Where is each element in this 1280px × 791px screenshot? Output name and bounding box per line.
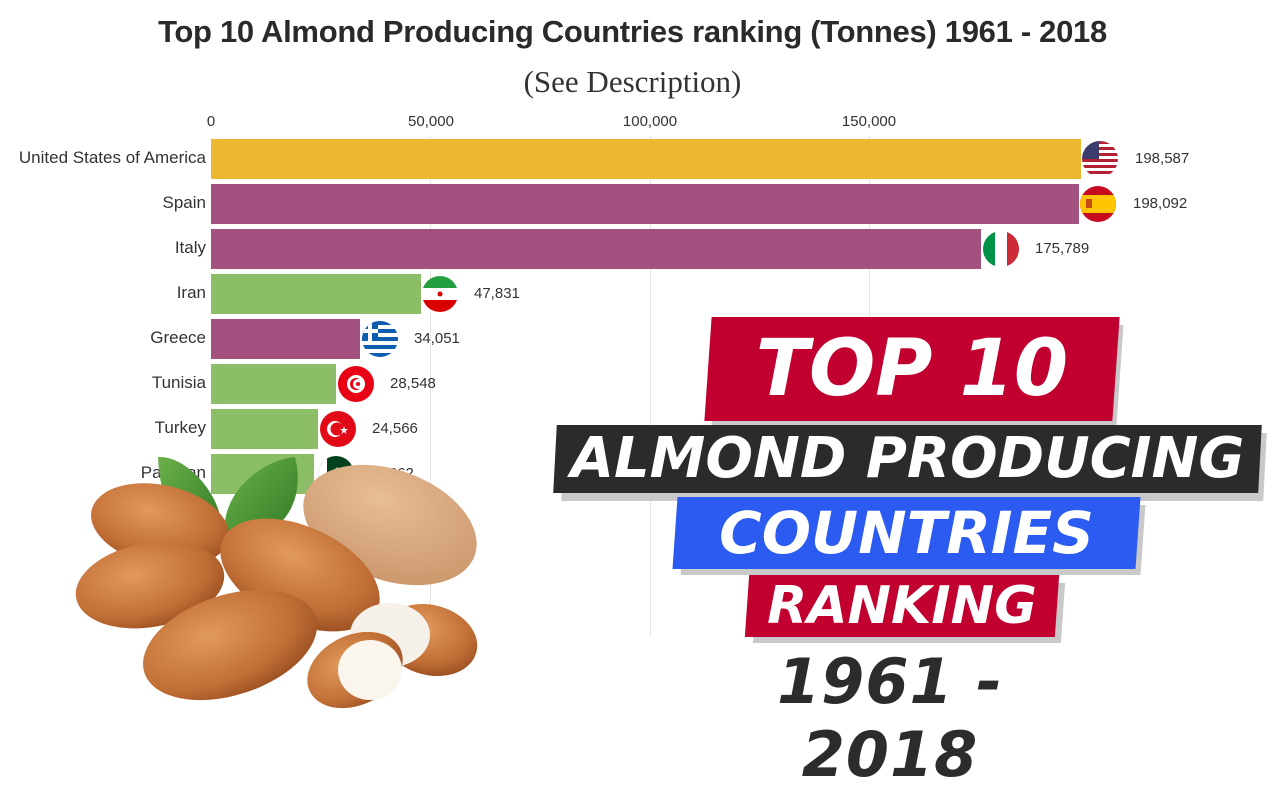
almonds-image <box>70 445 490 720</box>
bar <box>211 364 336 404</box>
greece-flag-icon <box>362 321 398 357</box>
x-tick-100000: 100,000 <box>622 113 678 130</box>
value-label: 28,548 <box>390 375 436 392</box>
banner-ranking: RANKING <box>744 575 1060 637</box>
value-label: 47,831 <box>474 285 520 302</box>
value-label: 24,566 <box>372 420 418 437</box>
spain-flag-icon <box>1080 186 1116 222</box>
banner-countries: COUNTRIES <box>672 497 1141 569</box>
bar <box>211 409 318 449</box>
row-label: Turkey <box>154 418 206 437</box>
bar <box>211 139 1081 179</box>
banner-countries-text: COUNTRIES <box>719 499 1094 567</box>
gridline <box>650 136 651 636</box>
turkey-flag-icon <box>320 411 356 447</box>
usa-flag-icon <box>1082 141 1118 177</box>
x-tick-0: 0 <box>206 113 216 130</box>
italy-flag-icon <box>983 231 1019 267</box>
value-label: 198,587 <box>1135 150 1190 167</box>
x-tick-50000: 50,000 <box>408 113 454 130</box>
row-label: Iran <box>176 283 206 302</box>
value-label: 34,051 <box>414 330 460 347</box>
banner-years: 1961 - 2018 <box>777 645 1003 791</box>
iran-flag-icon <box>422 276 458 312</box>
row-label: Spain <box>162 193 206 212</box>
chart-subtitle: (See Description) <box>523 64 742 99</box>
bar <box>211 229 981 269</box>
banner-top10-text: TOP 10 <box>755 324 1069 414</box>
banner-top10: TOP 10 <box>704 317 1120 421</box>
row-label: Tunisia <box>151 373 206 392</box>
value-label: 198,092 <box>1133 195 1188 212</box>
row-label: United States of America <box>18 148 206 167</box>
row-label: Greece <box>150 328 206 347</box>
banner-almond-producing-text: ALMOND PRODUCING <box>570 426 1245 491</box>
bar <box>211 274 421 314</box>
row-label: Italy <box>174 238 206 257</box>
bar <box>211 184 1079 224</box>
chart-title: Top 10 Almond Producing Countries rankin… <box>158 14 1107 49</box>
value-label: 175,789 <box>1035 240 1090 257</box>
gridline <box>430 136 431 636</box>
banner-ranking-text: RANKING <box>767 576 1037 636</box>
bar <box>211 319 360 359</box>
banner-almond-producing: ALMOND PRODUCING <box>553 425 1262 493</box>
tunisia-flag-icon <box>338 366 374 402</box>
x-tick-150000: 150,000 <box>841 113 897 130</box>
